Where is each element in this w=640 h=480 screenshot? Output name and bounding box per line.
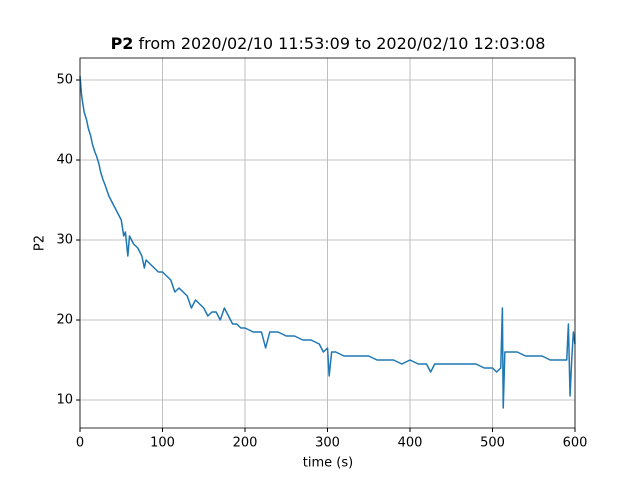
chart-title: P2 from 2020/02/10 11:53:09 to 2020/02/1… (111, 34, 546, 53)
title-rest: from 2020/02/10 11:53:09 to 2020/02/10 1… (139, 34, 546, 53)
data-line (79, 75, 576, 409)
x-tick-label: 500 (480, 436, 505, 451)
y-tick-label: 30 (56, 233, 73, 248)
y-tick-label: 10 (56, 393, 73, 408)
x-tick-label: 0 (76, 436, 84, 451)
x-tick-label: 600 (563, 436, 588, 451)
y-axis-label: P2 (33, 235, 48, 251)
x-tick-label: 200 (233, 436, 258, 451)
y-tick-label: 20 (56, 313, 73, 328)
x-tick-label: 100 (150, 436, 175, 451)
x-axis-label: time (s) (303, 456, 353, 471)
x-tick-label: 300 (315, 436, 340, 451)
x-tick-label: 400 (398, 436, 423, 451)
plot-frame (79, 57, 576, 429)
y-tick-label: 40 (56, 153, 73, 168)
y-tick-label: 50 (56, 73, 73, 88)
title-bold: P2 (111, 34, 134, 53)
